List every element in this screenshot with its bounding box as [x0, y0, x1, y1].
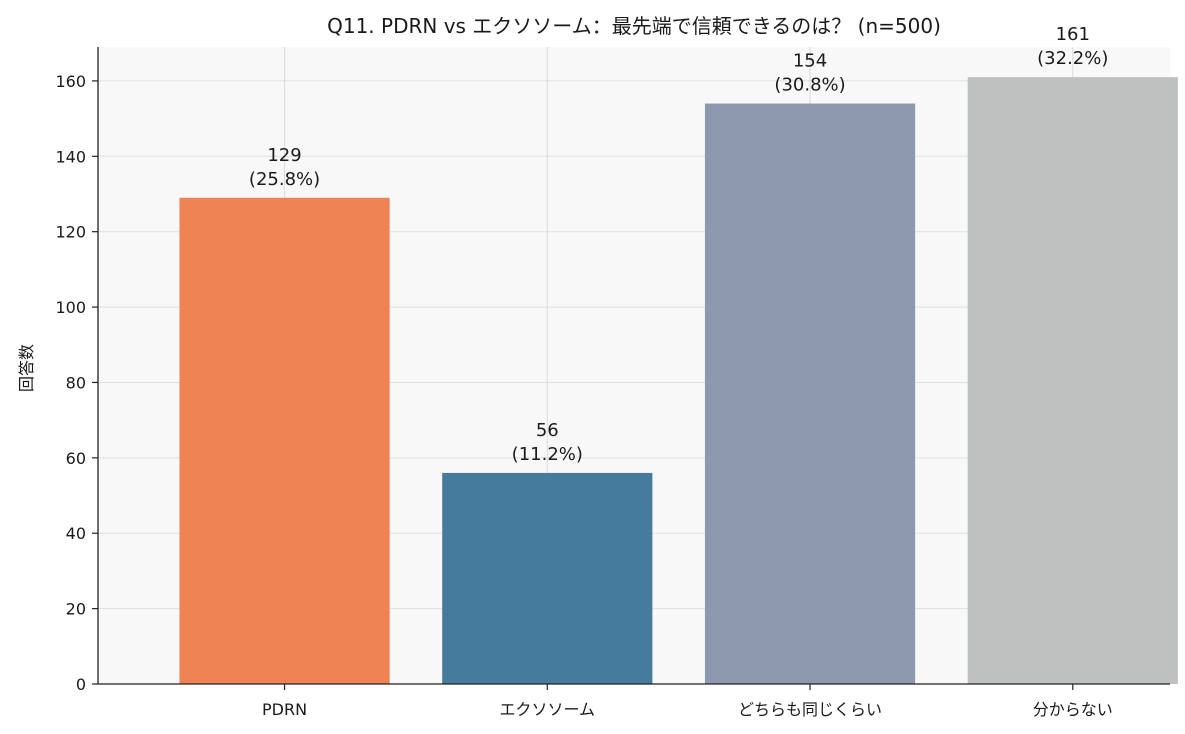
bar: [442, 472, 653, 684]
x-tick-label: エクソソーム: [500, 700, 596, 719]
data-label-percent: (30.8%): [774, 75, 845, 96]
data-label-value: 154: [793, 51, 827, 72]
data-label-percent: (25.8%): [249, 169, 320, 190]
y-tick-label: 160: [55, 72, 86, 91]
x-tick-label: どちらも同じくらい: [738, 700, 882, 719]
data-label-percent: (32.2%): [1037, 48, 1108, 69]
data-label-value: 56: [536, 420, 559, 441]
data-labels: 129 (25.8%) 56 (11.2%) 154 (30.8%) 161 (32.2%): [249, 24, 1108, 465]
x-tick-label: PDRN: [262, 700, 307, 719]
x-tick-label: 分からない: [1033, 700, 1113, 719]
y-tick-label: 80: [66, 373, 86, 392]
data-label-value: 161: [1056, 24, 1090, 45]
bar: [179, 197, 390, 684]
data-label-value: 129: [267, 145, 301, 166]
data-label-percent: (11.2%): [512, 444, 583, 465]
bar: [704, 103, 916, 685]
y-tick-label: 100: [55, 298, 86, 317]
bars: [179, 77, 1178, 685]
chart-title: Q11. PDRN vs エクソソーム：最先端で信頼できるのは？ (n=500): [327, 14, 941, 38]
y-ticks: 0 20 40 60 80 100 120 140 160: [55, 72, 98, 694]
y-tick-label: 20: [66, 600, 86, 619]
y-axis-label: 回答数: [17, 344, 36, 392]
y-tick-label: 140: [55, 147, 86, 166]
bar: [967, 77, 1178, 684]
y-tick-label: 0: [76, 675, 86, 694]
y-tick-label: 120: [55, 223, 86, 242]
y-tick-label: 40: [66, 524, 86, 543]
y-tick-label: 60: [66, 449, 86, 468]
x-ticks: PDRN エクソソーム どちらも同じくらい 分からない: [262, 684, 1113, 719]
